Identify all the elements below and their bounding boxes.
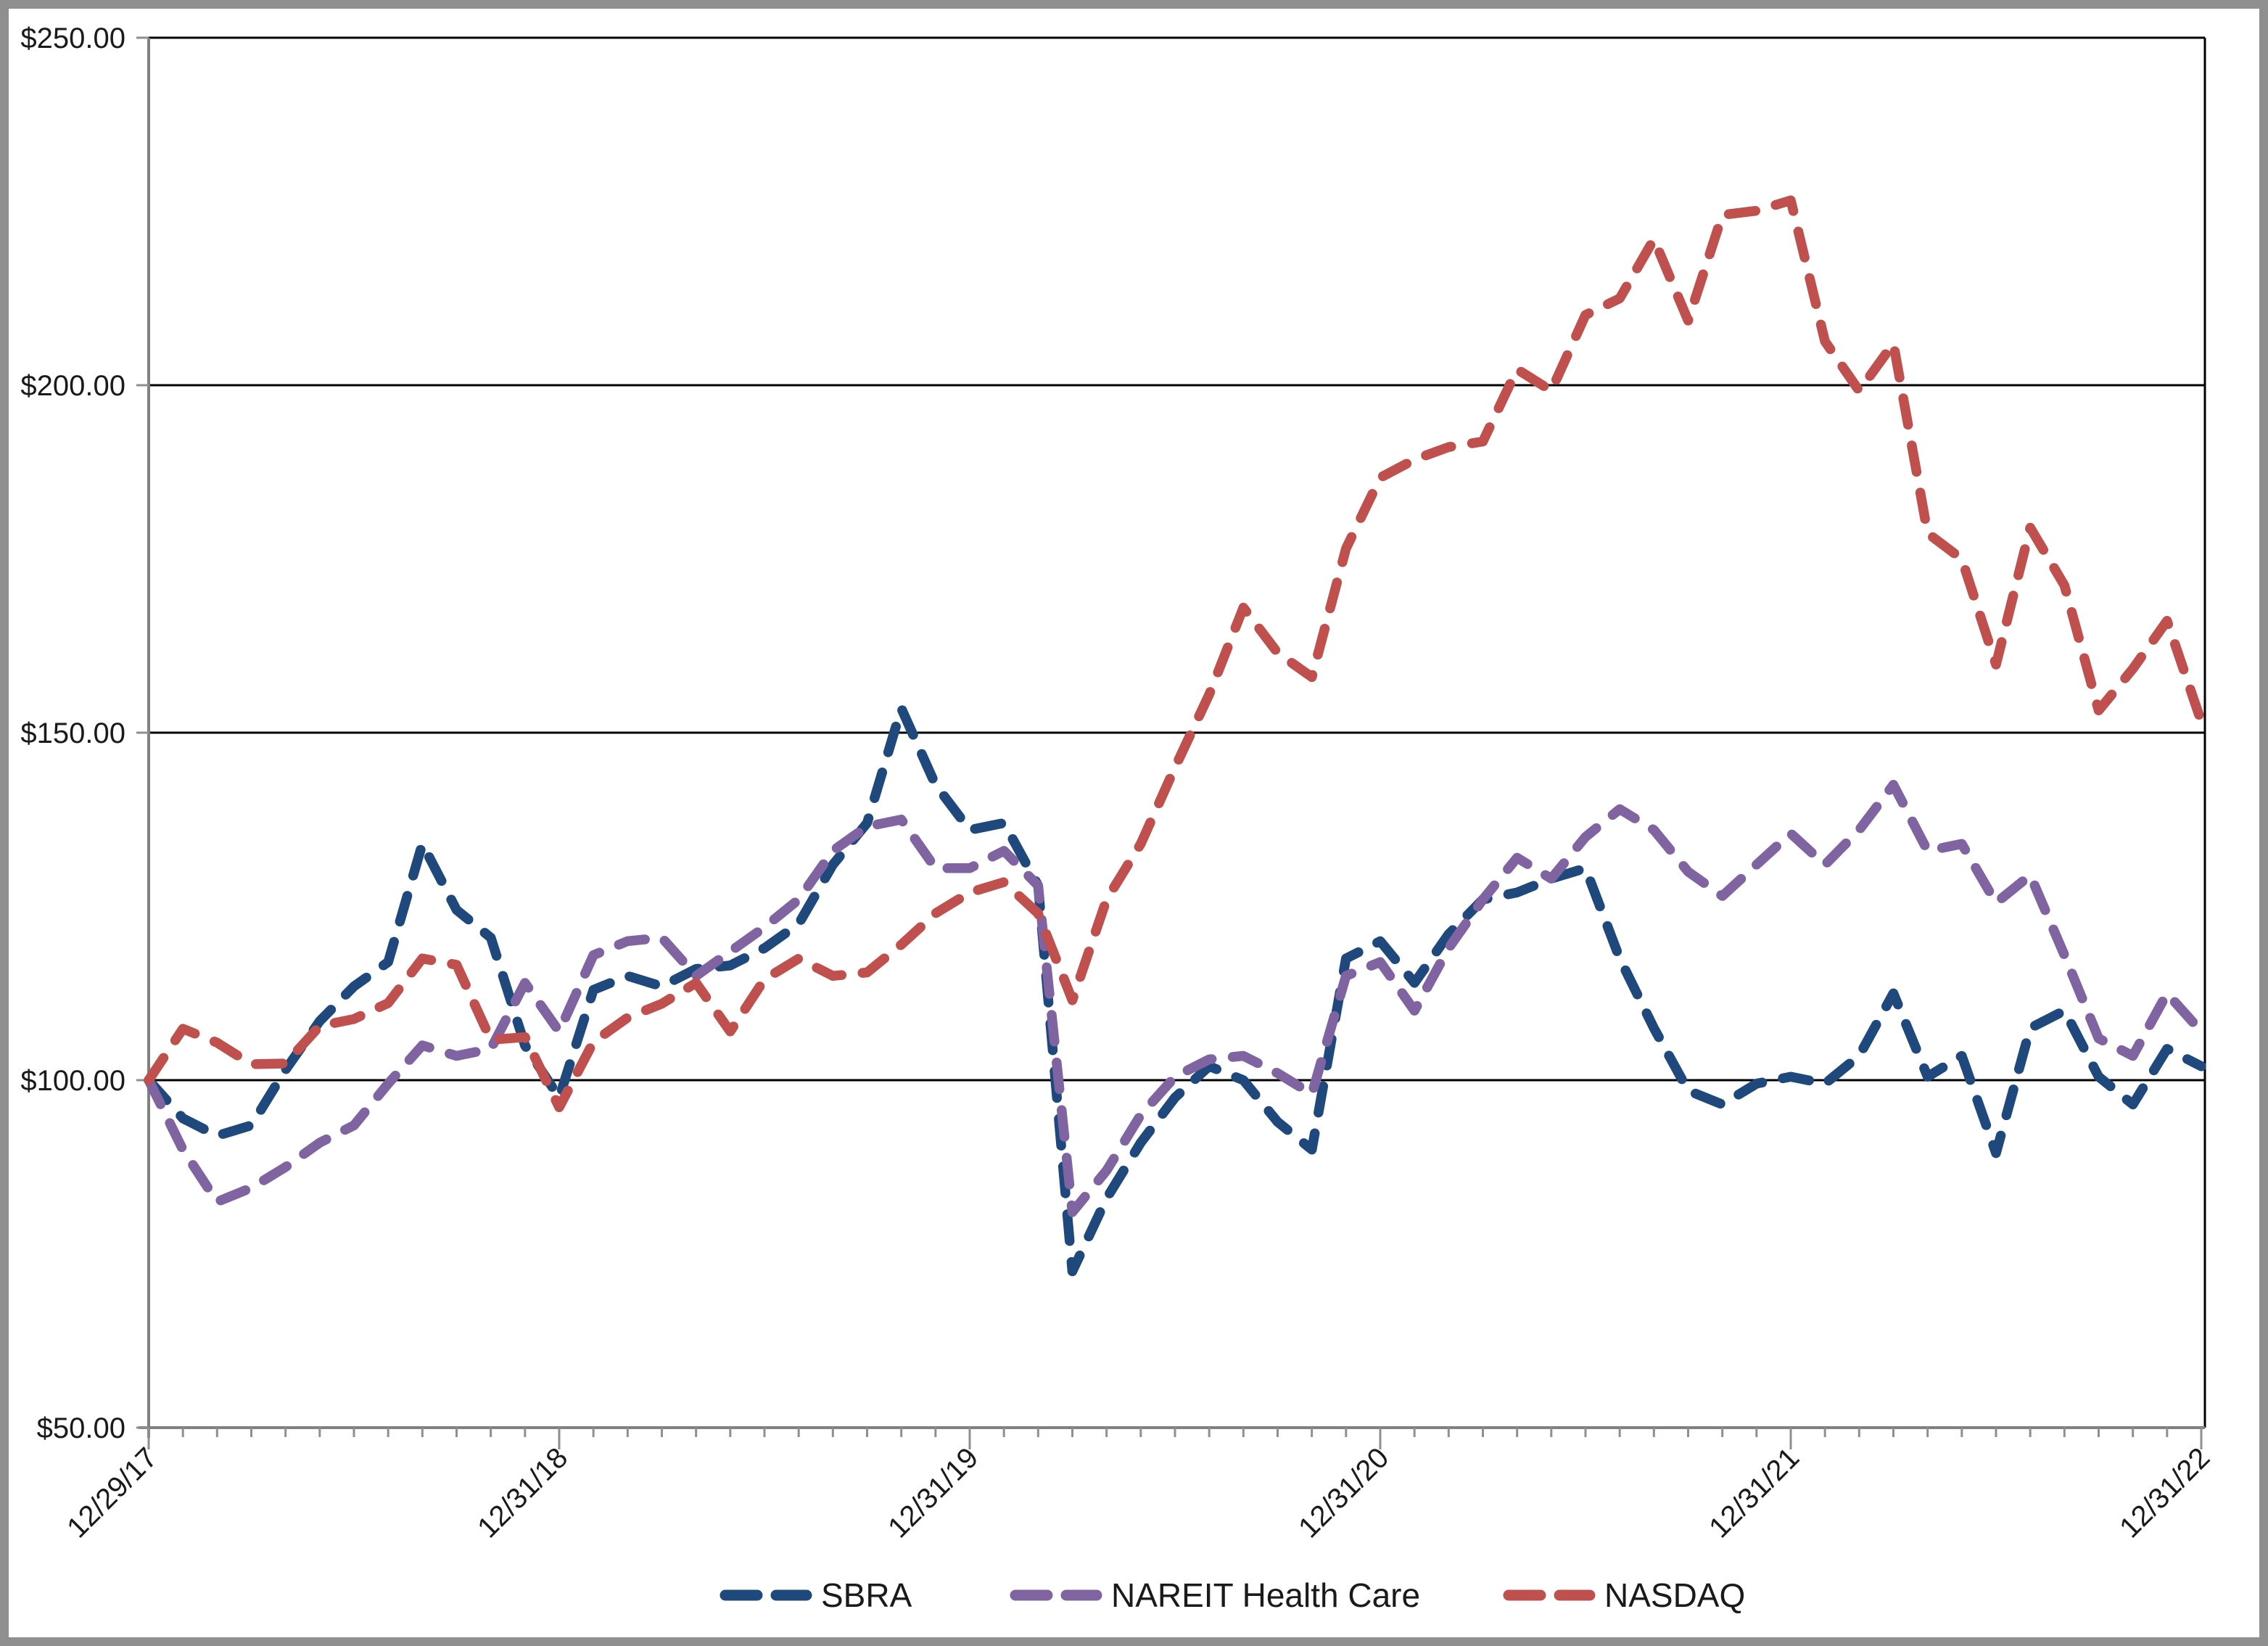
series-line-nareit-health-care xyxy=(144,780,2206,1217)
legend-item-nasdaq: NASDAQ xyxy=(1503,1576,1745,1614)
legend-label: SBRA xyxy=(821,1576,912,1614)
legend-item-sbra: SBRA xyxy=(719,1576,912,1614)
legend-item-nareit-health-care: NAREIT Health Care xyxy=(1010,1576,1420,1614)
y-axis-label: $200.00 xyxy=(20,370,125,402)
y-axis-label: $250.00 xyxy=(20,22,125,54)
series-line-nasdaq xyxy=(144,195,2206,1113)
y-axis-label: $100.00 xyxy=(20,1065,125,1097)
y-axis-label: $150.00 xyxy=(20,717,125,749)
series-line-sbra xyxy=(144,703,2206,1277)
legend-label: NAREIT Health Care xyxy=(1111,1576,1420,1614)
legend-label: NASDAQ xyxy=(1604,1576,1745,1614)
y-axis-label: $50.00 xyxy=(37,1412,125,1444)
